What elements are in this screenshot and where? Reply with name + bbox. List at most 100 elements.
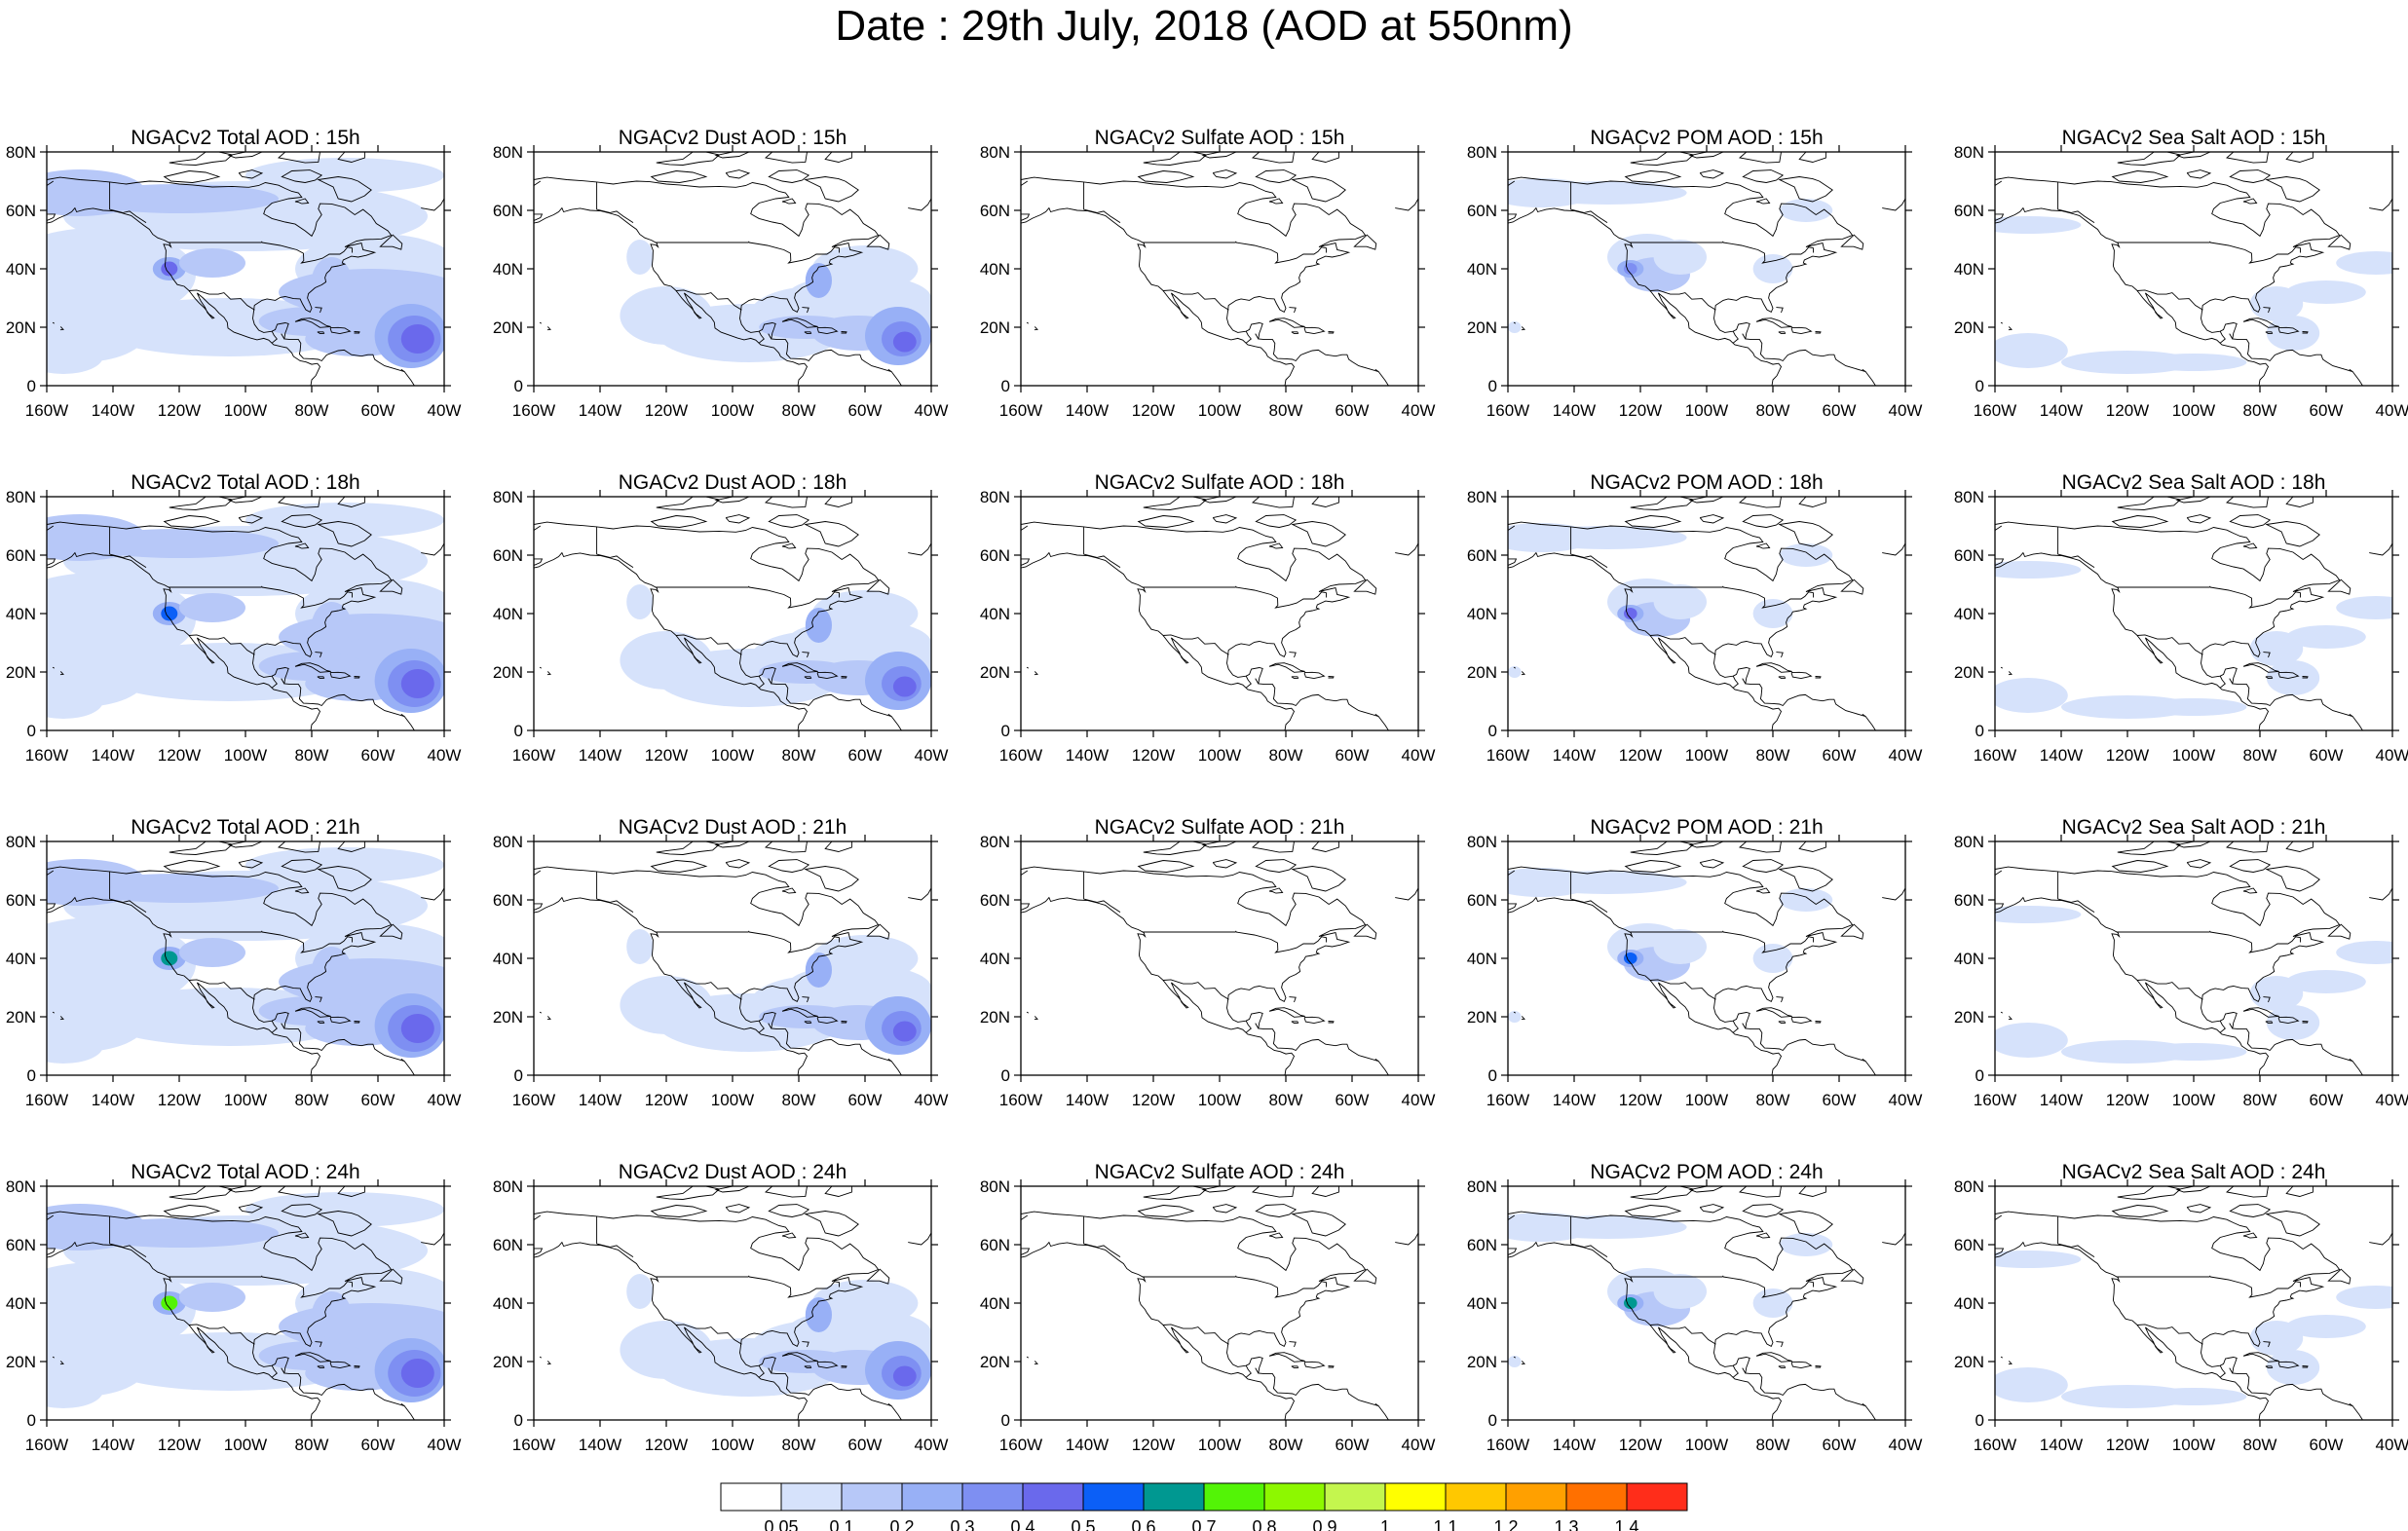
- lat-tick-label: 40N: [493, 1294, 523, 1313]
- lon-tick-label: 100W: [711, 401, 754, 420]
- aod-contour: [892, 1365, 917, 1387]
- lon-tick-label: 140W: [2040, 746, 2083, 765]
- lat-tick-label: 20N: [1467, 1353, 1497, 1371]
- lat-tick-label: 80N: [1467, 1177, 1497, 1196]
- lon-tick-label: 40W: [2376, 746, 2408, 765]
- lon-tick-label: 140W: [1066, 401, 1109, 420]
- aod-contour: [1653, 929, 1708, 964]
- lon-tick-label: 80W: [2243, 401, 2277, 420]
- lon-tick-label: 140W: [2040, 401, 2083, 420]
- lat-tick-label: 20N: [1467, 663, 1497, 682]
- lon-tick-label: 40W: [2376, 401, 2408, 420]
- aod-contour: [892, 331, 917, 353]
- lon-tick-label: 140W: [1066, 1091, 1109, 1109]
- lon-tick-label: 100W: [224, 746, 267, 765]
- aod-contour: [1508, 1011, 1522, 1023]
- lon-tick-label: 60W: [361, 401, 395, 420]
- lon-tick-label: 120W: [1619, 1436, 1662, 1454]
- lon-tick-label: 120W: [1619, 401, 1662, 420]
- panel-title: NGACv2 Sea Salt AOD : 21h: [2062, 816, 2326, 839]
- lon-tick-label: 140W: [92, 1436, 134, 1454]
- lat-tick-label: 0: [1975, 377, 1984, 395]
- lon-tick-label: 160W: [25, 401, 68, 420]
- aod-contour: [1624, 952, 1637, 964]
- lon-tick-label: 100W: [1198, 1436, 1241, 1454]
- aod-contour: [400, 1359, 434, 1388]
- lat-tick-label: 20N: [980, 1353, 1010, 1371]
- lat-tick-label: 0: [1488, 377, 1497, 395]
- lon-tick-label: 80W: [295, 1091, 329, 1109]
- aod-contour: [2140, 698, 2247, 716]
- aod-contour: [47, 1262, 196, 1356]
- lat-tick-label: 40N: [6, 1294, 36, 1313]
- aod-contour: [626, 1274, 654, 1309]
- lon-tick-label: 60W: [1336, 1091, 1370, 1109]
- aod-contour: [179, 593, 245, 622]
- lon-tick-label: 40W: [428, 1091, 462, 1109]
- aod-contour: [1527, 871, 1687, 894]
- lon-tick-label: 160W: [25, 746, 68, 765]
- aod-contour: [811, 935, 919, 982]
- aod-contour: [805, 952, 833, 988]
- map-panel-seasalt-18h: NGACv2 Sea Salt AOD : 18h 80N 60N 40N 20N 0 16…: [1954, 471, 2408, 765]
- lat-tick-label: 20N: [493, 1008, 523, 1027]
- panel-title: NGACv2 Sulfate AOD : 15h: [1095, 127, 1345, 149]
- aod-field: [1508, 1186, 1905, 1420]
- lon-tick-label: 140W: [579, 1091, 621, 1109]
- lon-tick-label: 40W: [1889, 1436, 1923, 1454]
- lon-tick-label: 40W: [915, 1436, 949, 1454]
- lat-tick-label: 20N: [493, 663, 523, 682]
- panel-title: NGACv2 Dust AOD : 21h: [619, 816, 847, 839]
- aod-field: [534, 152, 931, 386]
- lat-tick-label: 40N: [1467, 1294, 1497, 1313]
- lon-tick-label: 100W: [2172, 1091, 2215, 1109]
- map-panel-dust-15h: NGACv2 Dust AOD : 15h 80N 60N 40N 20N 0 160W 14…: [493, 127, 949, 420]
- lon-tick-label: 60W: [848, 1436, 883, 1454]
- lon-tick-label: 120W: [645, 746, 688, 765]
- aod-contour: [312, 947, 352, 993]
- aod-contour: [80, 1218, 279, 1248]
- lon-tick-label: 100W: [1685, 1436, 1728, 1454]
- lon-tick-label: 120W: [645, 1436, 688, 1454]
- lat-tick-label: 60N: [980, 891, 1010, 910]
- lon-tick-label: 160W: [512, 1091, 555, 1109]
- panel-title: NGACv2 Dust AOD : 24h: [619, 1161, 847, 1183]
- lon-tick-label: 80W: [1269, 1091, 1303, 1109]
- aod-field: [1021, 152, 1418, 386]
- lon-tick-label: 120W: [158, 401, 201, 420]
- aod-field: [47, 841, 444, 1075]
- lon-tick-label: 40W: [915, 746, 949, 765]
- aod-contour: [47, 1373, 103, 1408]
- aod-contour: [80, 874, 279, 903]
- lat-tick-label: 20N: [1954, 663, 1984, 682]
- aod-contour: [1508, 321, 1522, 333]
- lat-tick-label: 80N: [1954, 143, 1984, 162]
- aod-contour: [245, 1192, 444, 1227]
- aod-contour: [805, 263, 833, 298]
- lon-tick-label: 80W: [1269, 401, 1303, 420]
- aod-field: [534, 497, 931, 730]
- lon-tick-label: 160W: [1486, 746, 1529, 765]
- aod-contour: [1624, 263, 1637, 275]
- map-panel-total-24h: NGACv2 Total AOD : 24h 80N 60N 40N 20N 0 160W 1…: [6, 1161, 462, 1454]
- lat-tick-label: 0: [1975, 722, 1984, 740]
- aod-contour: [80, 184, 279, 213]
- lon-tick-label: 80W: [1269, 1436, 1303, 1454]
- lon-tick-label: 100W: [711, 1436, 754, 1454]
- lat-tick-label: 60N: [493, 202, 523, 220]
- lon-tick-label: 60W: [2310, 1091, 2344, 1109]
- lon-tick-label: 80W: [782, 746, 816, 765]
- aod-contour: [2266, 1350, 2320, 1385]
- lon-tick-label: 120W: [645, 1091, 688, 1109]
- aod-contour: [1995, 1367, 2068, 1402]
- aod-contour: [400, 1014, 434, 1043]
- coastlines: [1021, 497, 1418, 730]
- lon-tick-label: 100W: [2172, 746, 2215, 765]
- aod-contour: [179, 248, 245, 278]
- lat-tick-label: 40N: [980, 260, 1010, 279]
- aod-contour: [1752, 254, 1793, 283]
- lon-tick-label: 100W: [1685, 401, 1728, 420]
- map-panel-seasalt-21h: NGACv2 Sea Salt AOD : 21h 80N 60N 40N 20N 0 16…: [1954, 816, 2408, 1109]
- lon-tick-label: 40W: [1402, 1091, 1436, 1109]
